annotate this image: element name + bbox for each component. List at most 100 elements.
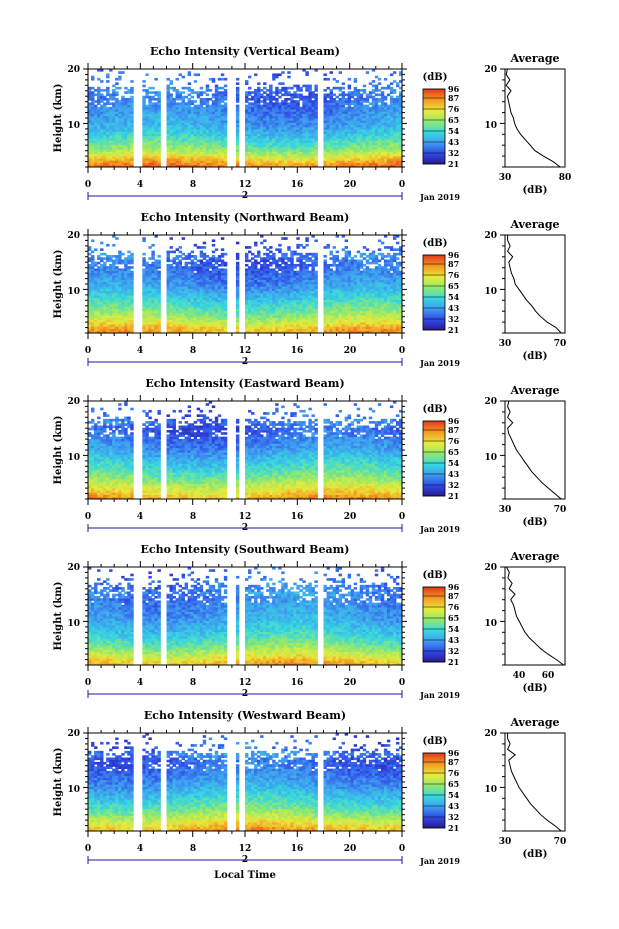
heatmap-cell — [362, 162, 367, 166]
heatmap-cell — [374, 115, 379, 119]
heatmap-cell — [223, 275, 228, 278]
heatmap-cell — [220, 288, 225, 292]
heatmap-cell — [338, 104, 343, 108]
heatmap-cell — [142, 158, 146, 161]
heatmap-cell — [127, 158, 131, 161]
heatmap-cell — [344, 131, 349, 134]
heatmap-cell — [103, 106, 107, 110]
heatmap-cell — [302, 149, 306, 152]
heatmap-cell — [251, 164, 255, 168]
heatmap-cell — [389, 95, 394, 99]
heatmap-cell — [151, 257, 155, 260]
panel-title: Echo Intensity (Vertical Beam) — [150, 45, 340, 58]
heatmap-cell — [284, 153, 288, 157]
heatmap-cell — [124, 111, 128, 114]
heatmap-cell — [184, 268, 189, 272]
heatmap-cell — [263, 312, 267, 316]
heatmap-cell — [127, 122, 131, 126]
heatmap-cell — [211, 328, 216, 332]
heatmap-cell — [260, 138, 264, 141]
heatmap-cell — [208, 77, 213, 81]
heatmap-cell — [148, 295, 152, 298]
heatmap-cell — [347, 158, 352, 161]
panel-vertical-beam: Echo Intensity (Vertical Beam) 20 10 Hei… — [53, 45, 571, 202]
heatmap-cell — [214, 292, 219, 296]
heatmap-cell — [214, 131, 219, 134]
heatmap-cell — [172, 151, 176, 155]
heatmap-cell — [395, 164, 400, 168]
heatmap-cell — [124, 155, 128, 159]
heatmap-cell — [199, 109, 204, 112]
heatmap-cell — [118, 135, 122, 139]
heatmap-cell — [118, 252, 122, 256]
heatmap-cell — [266, 118, 270, 121]
heatmap-cell — [344, 115, 349, 119]
heatmap-cell — [187, 270, 192, 274]
heatmap-cell — [187, 142, 192, 146]
heatmap-cell — [118, 140, 122, 143]
heatmap-cell — [211, 304, 216, 307]
heatmap-cell — [223, 315, 228, 318]
heatmap-cell — [371, 118, 376, 121]
heatmap-cell — [308, 91, 312, 94]
heatmap-cell — [181, 286, 186, 289]
heatmap-cell — [100, 144, 104, 148]
heatmap-cell — [118, 153, 122, 157]
heatmap-cell — [272, 153, 276, 157]
heatmap-cell — [208, 317, 213, 321]
heatmap-cell — [169, 237, 173, 240]
heatmap-cell — [263, 86, 267, 90]
heatmap-cell — [338, 124, 343, 128]
heatmap-cell — [323, 102, 327, 106]
heatmap-cell — [329, 135, 333, 139]
heatmap-cell — [248, 97, 252, 101]
heatmap-cell — [254, 149, 258, 152]
heatmap-cell — [223, 263, 228, 267]
heatmap-cell — [175, 153, 179, 157]
heatmap-cell — [184, 266, 189, 269]
heatmap-cell — [377, 109, 382, 112]
heatmap-cell — [217, 286, 222, 289]
heatmap-cell — [199, 133, 204, 137]
heatmap-cell — [211, 164, 216, 168]
heatmap-cell — [223, 304, 228, 307]
heatmap-cell — [371, 146, 376, 150]
heatmap-cell — [97, 120, 101, 123]
heatmap-cell — [338, 122, 343, 126]
heatmap-cell — [220, 324, 225, 327]
heatmap-cell — [205, 321, 210, 325]
heatmap-cell — [184, 279, 189, 283]
heatmap-cell — [338, 118, 343, 121]
heatmap-cell — [199, 310, 204, 314]
heatmap-cell — [172, 268, 176, 272]
heatmap-cell — [326, 93, 330, 97]
heatmap-cell — [220, 292, 225, 296]
heatmap-cell — [326, 133, 330, 137]
heatmap-cell — [184, 129, 189, 132]
heatmap-cell — [251, 120, 255, 123]
heatmap-cell — [142, 115, 146, 119]
heatmap-cell — [100, 120, 104, 123]
heatmap-cell — [193, 326, 198, 329]
heatmap-cell — [142, 151, 146, 155]
heatmap-cell — [88, 160, 92, 163]
heatmap-cell — [142, 80, 146, 83]
heatmap-cell — [151, 97, 155, 101]
heatmap-cell — [175, 308, 179, 312]
heatmap-cell — [308, 97, 312, 101]
heatmap-cell — [365, 142, 370, 146]
heatmap-cell — [148, 138, 152, 141]
heatmap-cell — [251, 308, 255, 312]
heatmap-cell — [115, 259, 119, 263]
heatmap-cell — [184, 106, 189, 110]
heatmap-cell — [302, 140, 306, 143]
heatmap-cell — [208, 310, 213, 314]
heatmap-cell — [145, 93, 149, 97]
heatmap-cell — [211, 317, 216, 321]
heatmap-cell — [329, 100, 333, 103]
heatmap-cell — [395, 133, 400, 137]
heatmap-cell — [94, 317, 98, 321]
heatmap-cell — [332, 135, 336, 139]
heatmap-cell — [260, 120, 264, 123]
heatmap-cell — [217, 301, 222, 305]
